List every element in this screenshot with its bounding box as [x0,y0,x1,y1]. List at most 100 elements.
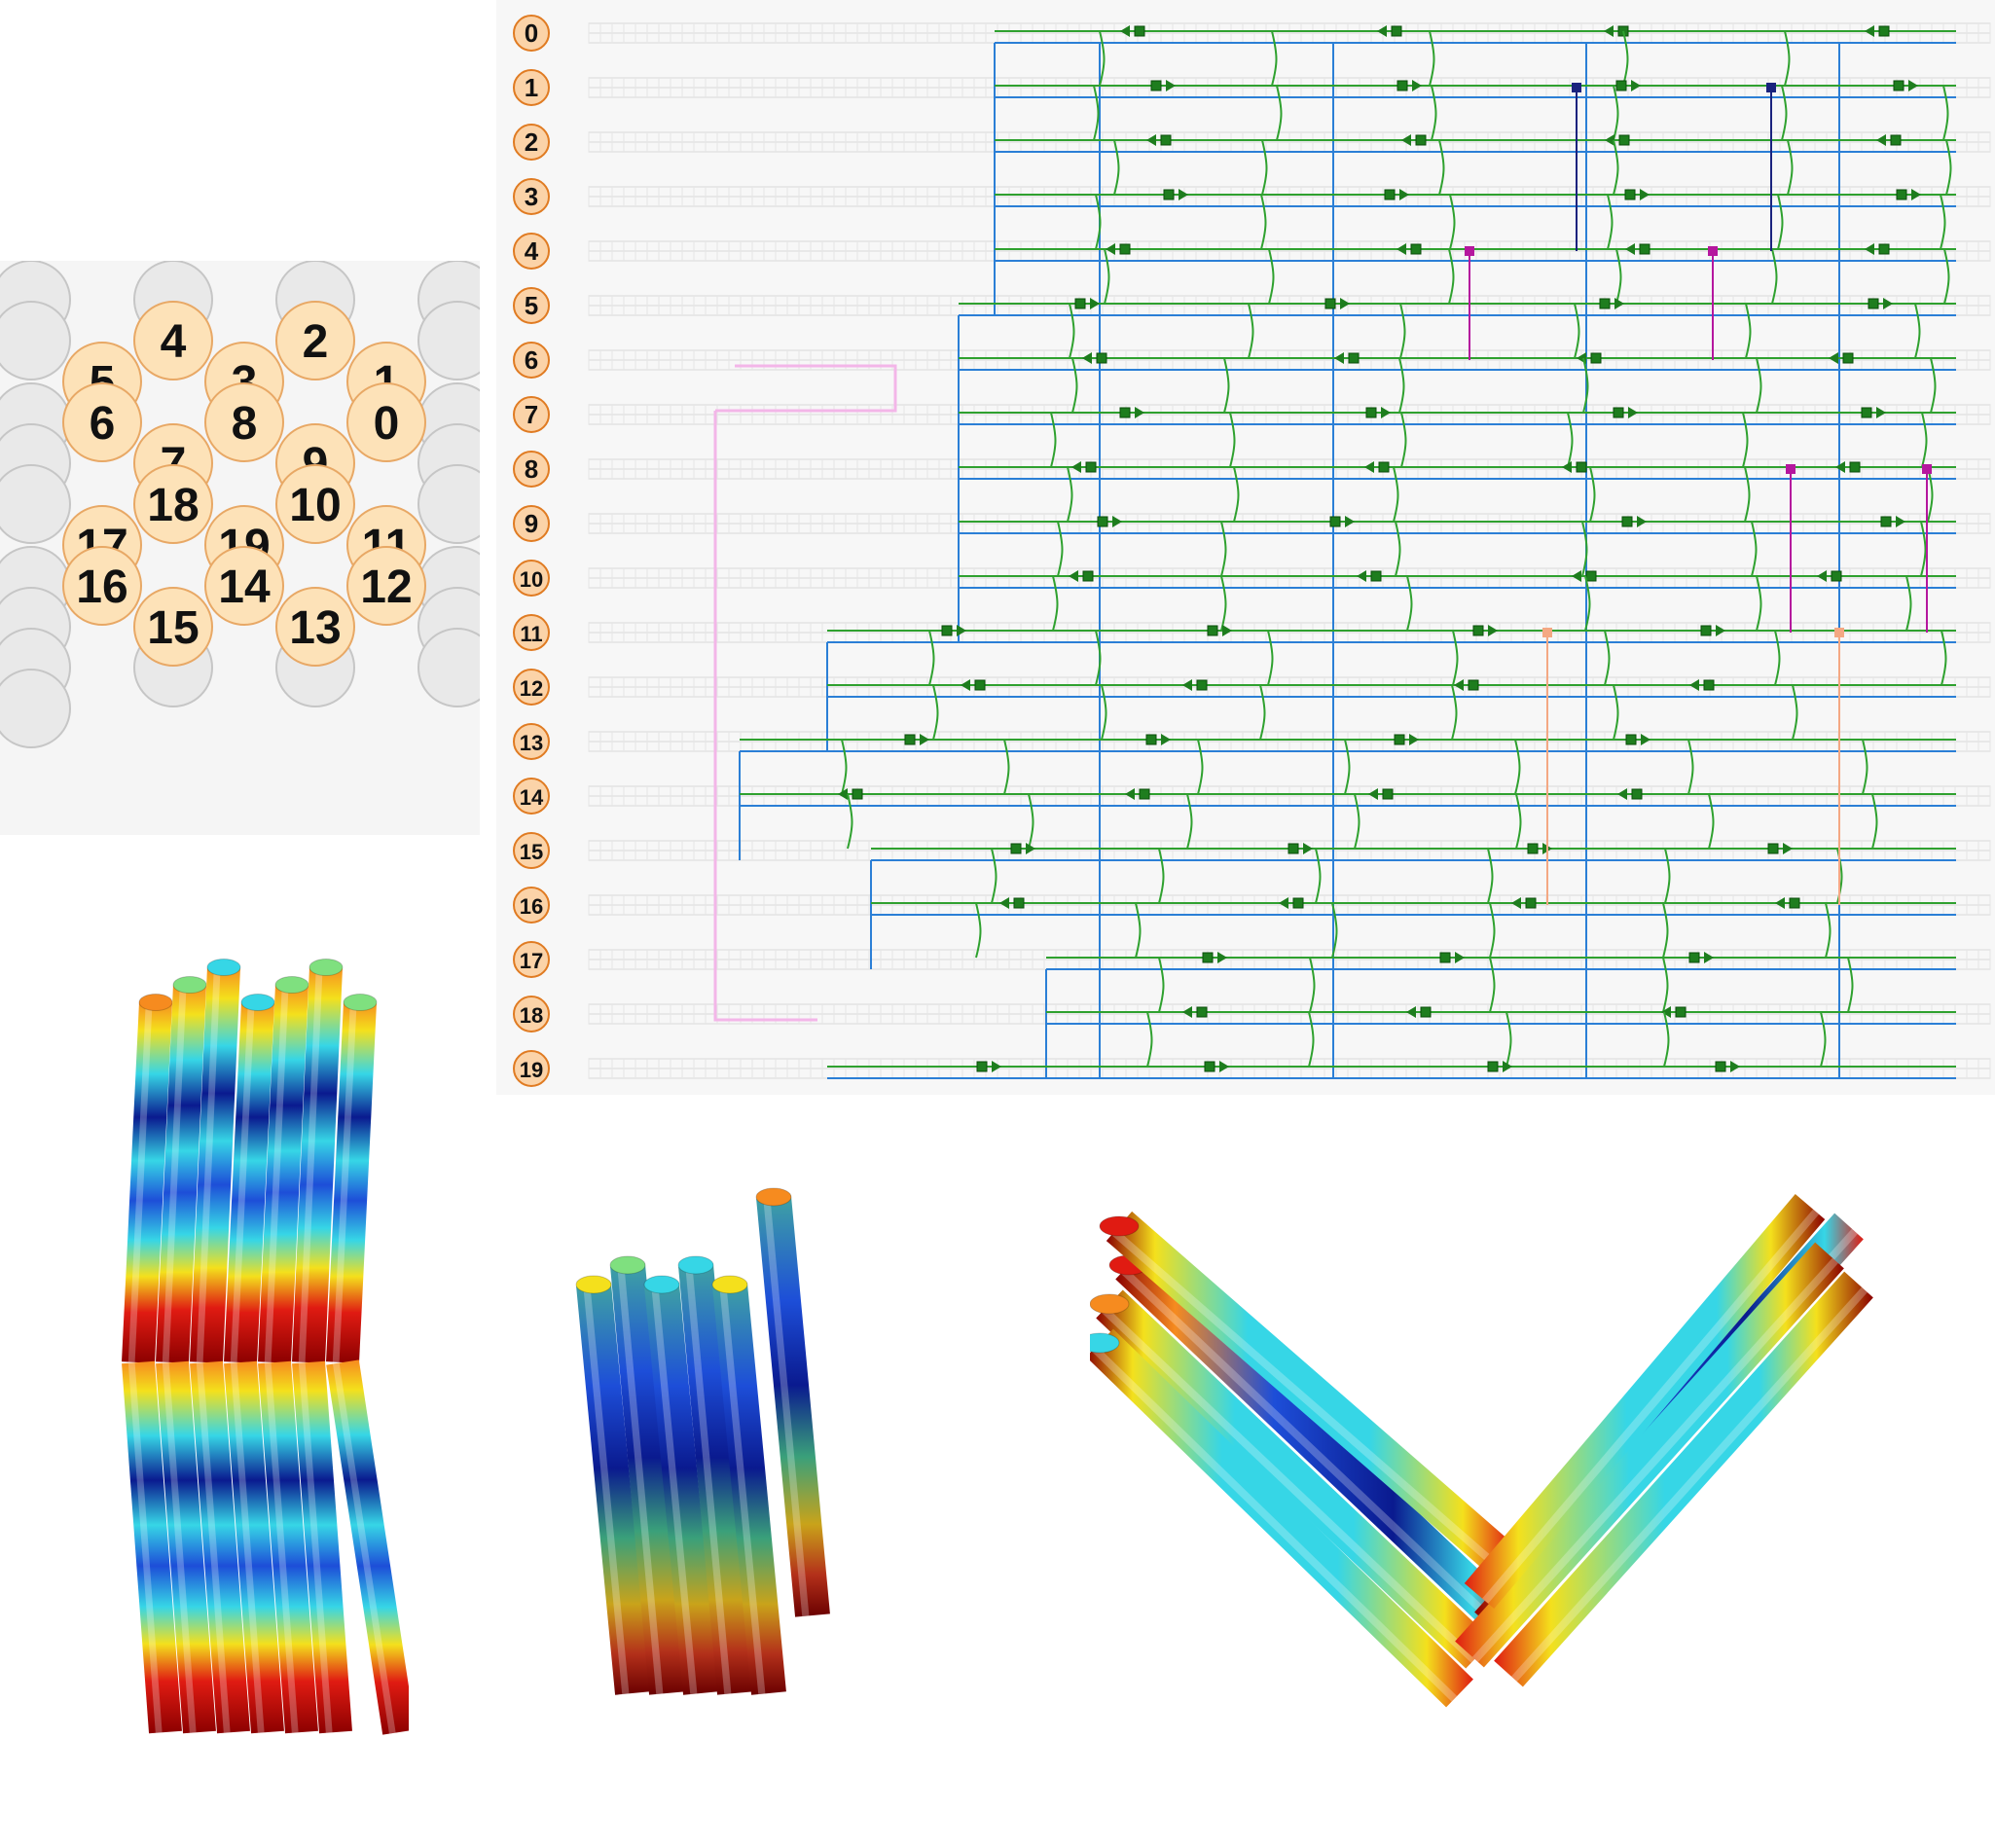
staple-end-marker [1415,134,1427,146]
staple-arrow [1412,80,1422,91]
rod-body [1106,1211,1512,1573]
staple-end-marker [1391,25,1402,37]
staple-crossover [1248,303,1254,359]
staple-end-marker [1196,679,1208,691]
staple-crossover [1847,957,1854,1013]
staple-end-marker [1890,134,1902,146]
staple-arrow [1454,679,1464,691]
staple-end-marker [1789,897,1800,909]
helix-circle [204,546,284,626]
staple-end-marker [1896,189,1907,200]
staple-arrow [1166,80,1176,91]
staple-end-marker [1329,516,1341,527]
staple-arrow [1628,407,1638,418]
staple-crossover [1158,957,1165,1013]
staple-crossover [1276,85,1283,141]
staple-crossover [1220,521,1227,577]
row-label-text: 6 [525,345,538,375]
staple-end-marker [1585,570,1597,582]
staple-arrow [1082,352,1092,364]
staple-end-marker [1527,843,1539,854]
rod-body [1464,1194,1826,1609]
staple-end-marker [1384,189,1396,200]
helix-12: 12 [346,546,426,626]
staple-crossover [1487,848,1494,904]
staple-arrow [1661,1006,1671,1018]
rod-highlight [298,966,323,1362]
staple-arrow [1896,516,1905,527]
staple-arrow [1876,407,1886,418]
staple-crossover [1406,575,1413,632]
row-label-text: 12 [520,676,543,701]
staple-end-marker [1615,80,1627,91]
rod-body [1115,1250,1512,1630]
helix-18: 18 [133,464,213,544]
staple-crossover [1400,412,1407,468]
accent-end-marker [1922,464,1932,474]
rod-cap [755,1187,792,1207]
row-label-19: 19 [513,1050,550,1087]
staple-arrow [1368,788,1378,800]
staple-end-marker [1576,461,1587,473]
staple-crossover [1135,902,1142,959]
row-label-badge [513,15,550,52]
staple-crossover [1399,303,1406,359]
staple-crossover [1589,466,1596,523]
rod [609,1255,684,1695]
staple-end-marker [1688,952,1700,963]
staple-arrow [1617,788,1627,800]
rod [1090,1289,1493,1669]
staple-crossover [1452,630,1459,686]
staple-arrow [1112,516,1122,527]
row-label-badge [513,178,550,215]
staple-end-marker [1163,189,1175,200]
staple-crossover [1309,957,1316,1013]
staple-crossover [1613,139,1619,196]
helix-number: 13 [289,602,341,654]
rod [156,976,207,1363]
rod-highlight [651,1285,698,1695]
row-label-badge [513,69,550,106]
staple-crossover [1223,357,1230,414]
staple-end-marker [1410,243,1422,255]
staple-end-marker [1292,897,1304,909]
helix-number: 10 [289,480,341,531]
staple-end-marker [1288,843,1299,854]
staple-crossover [1613,85,1619,141]
staple-end-marker [1590,352,1602,364]
staple-crossover [1146,1011,1153,1068]
helix-circle [275,464,355,544]
row-label-10: 10 [513,560,550,597]
staple-end-marker [1639,243,1650,255]
staple-crossover [1871,793,1878,850]
staple-end-marker [904,734,916,745]
staple-crossover [1574,303,1580,359]
helix-6: 6 [62,382,142,462]
staple-arrow [1817,570,1827,582]
rod-body [1455,1242,1844,1668]
strand-paths [713,25,1956,1079]
helix-circle [346,382,426,462]
staple-end-marker [1831,570,1842,582]
row-label-15: 15 [513,832,550,869]
row-label-text: 5 [525,291,538,320]
staple-arrow [957,625,966,636]
staple-crossover [1781,85,1788,141]
rod-highlight [763,1197,810,1617]
staple-end-marker [1378,461,1390,473]
rod [224,994,275,1363]
staple-crossover [1057,521,1064,577]
staple-crossover [1099,30,1106,87]
staple-crossover [1567,412,1574,468]
staple-end-marker [1160,134,1172,146]
staple-crossover [975,902,982,959]
row-label-5: 5 [513,287,550,324]
rod [122,1360,182,1734]
staple-end-marker [1370,570,1382,582]
staple-crossover [1259,684,1266,741]
staple-end-marker [1139,788,1150,800]
helix-number: 15 [147,602,199,654]
staple-end-marker [1625,734,1637,745]
rod-body [190,966,240,1363]
